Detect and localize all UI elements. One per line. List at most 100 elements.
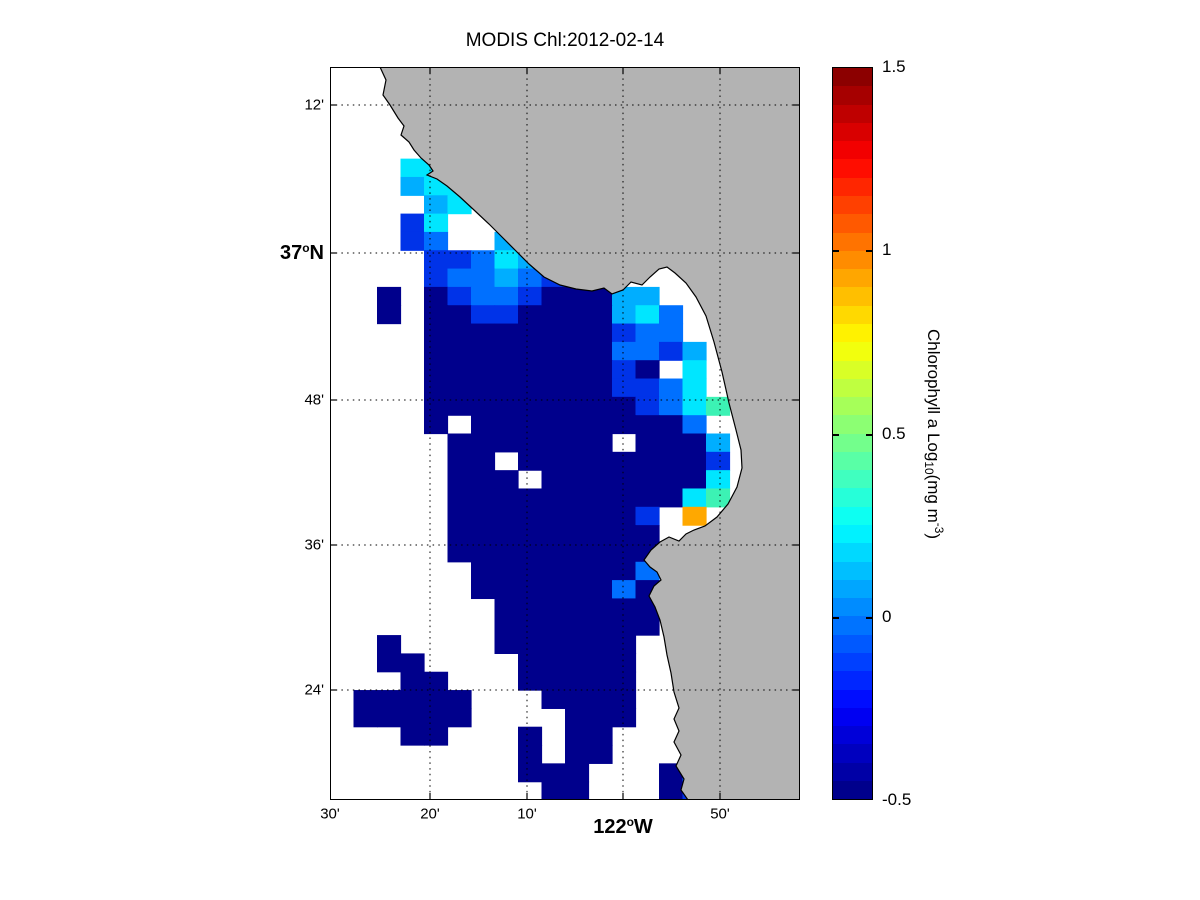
chlorophyll-cell (494, 488, 519, 508)
chlorophyll-cell (494, 250, 519, 270)
chlorophyll-cell (565, 341, 590, 361)
chlorophyll-cell (424, 231, 449, 251)
chlorophyll-cell (518, 745, 543, 764)
chlorophyll-cell (682, 433, 707, 453)
chlorophyll-cell (424, 341, 449, 361)
chlorophyll-cell (612, 378, 637, 398)
chlorophyll-cell (565, 305, 590, 325)
chlorophyll-cell (659, 781, 684, 800)
chlorophyll-cell (424, 726, 449, 746)
chlorophyll-cell (447, 378, 472, 398)
chlorophyll-cell (518, 635, 543, 654)
chlorophyll-cell (588, 745, 613, 764)
chlorophyll-cell (424, 286, 449, 306)
chlorophyll-cell (659, 323, 684, 343)
chlorophyll-cell (612, 598, 637, 618)
chlorophyll-cell (588, 451, 613, 471)
chlorophyll-cell (541, 580, 566, 600)
colorbar-band (833, 141, 872, 160)
colorbar-band (833, 561, 872, 580)
chlorophyll-cell (353, 708, 378, 728)
colorbar-band (833, 68, 872, 87)
chlorophyll-cell (565, 598, 590, 618)
colorbar-gradient (833, 68, 872, 800)
chlorophyll-cell (424, 268, 449, 288)
y-tick-label: 48' (304, 391, 324, 409)
plot-title: MODIS Chl:2012-02-14 (465, 30, 665, 51)
chlorophyll-cell (565, 433, 590, 453)
chlorophyll-cell (565, 415, 590, 435)
chlorophyll-cell (541, 286, 566, 306)
chlorophyll-cell (494, 415, 519, 435)
chlorophyll-cell (588, 598, 613, 618)
colorbar-band (833, 232, 872, 251)
chlorophyll-cell (659, 396, 684, 416)
colorbar-band (833, 671, 872, 690)
chlorophyll-cell (635, 488, 660, 508)
chlorophyll-cell (494, 378, 519, 398)
chlorophyll-cell (565, 671, 590, 691)
chlorophyll-cell (635, 323, 660, 343)
chlorophyll-cell (588, 726, 613, 746)
chlorophyll-cell (424, 305, 449, 325)
chlorophyll-cell (612, 525, 637, 545)
chlorophyll-cell (635, 360, 660, 380)
colorbar-band (833, 177, 872, 196)
colorbar-band (833, 653, 872, 672)
chlorophyll-cell (494, 506, 519, 526)
chlorophyll-cell (541, 561, 566, 581)
chlorophyll-cell (565, 635, 590, 654)
chlorophyll-cell (447, 506, 472, 526)
chlorophyll-cell (541, 470, 566, 490)
chlorophyll-cell (494, 286, 519, 306)
chlorophyll-cell (682, 341, 707, 361)
chlorophyll-cell (612, 451, 637, 471)
chlorophyll-cell (518, 415, 543, 435)
chlorophyll-cell (494, 580, 519, 600)
chlorophyll-cell (518, 323, 543, 343)
chlorophyll-cell (588, 470, 613, 490)
colorbar-band (833, 451, 872, 471)
chlorophyll-cell (447, 488, 472, 508)
chlorophyll-cell (447, 360, 472, 380)
chlorophyll-cell (471, 341, 496, 361)
chlorophyll-cell (659, 341, 684, 361)
x-tick-label: 30' (320, 805, 340, 823)
chlorophyll-cell (635, 506, 660, 526)
colorbar-band (833, 525, 872, 544)
chlorophyll-cell (447, 250, 472, 270)
chlorophyll-cell (518, 580, 543, 600)
chlorophyll-cell (494, 616, 519, 636)
chlorophyll-cell (706, 433, 731, 453)
chlorophyll-cell (682, 451, 707, 471)
chlorophyll-cell (518, 488, 543, 508)
chlorophyll-cell (659, 415, 684, 435)
chlorophyll-cell (518, 433, 543, 453)
chlorophyll-cell (424, 250, 449, 270)
chlorophyll-cell (494, 525, 519, 545)
chlorophyll-cell (565, 323, 590, 343)
chlorophyll-cell (541, 690, 566, 709)
colorbar-band (833, 634, 872, 653)
chlorophyll-cell (447, 543, 472, 563)
chlorophyll-cell (518, 396, 543, 416)
chlorophyll-cell (518, 616, 543, 636)
chlorophyll-cell (565, 690, 590, 709)
colorbar-band (833, 86, 872, 105)
chlorophyll-cell (659, 305, 684, 325)
chlorophyll-cell (541, 598, 566, 618)
colorbar-band (833, 488, 872, 507)
chlorophyll-cell (400, 726, 425, 746)
chlorophyll-cell (541, 653, 566, 673)
colorbar-tick-label: 0 (882, 606, 892, 626)
chlorophyll-cell (541, 781, 566, 800)
chlorophyll-cell (518, 598, 543, 618)
chlorophyll-cell (588, 415, 613, 435)
chlorophyll-cell (518, 671, 543, 691)
chlorophyll-cell (471, 543, 496, 563)
chlorophyll-cell (682, 488, 707, 508)
chlorophyll-cell (635, 525, 660, 545)
chlorophyll-cell (518, 341, 543, 361)
chlorophyll-cell (612, 488, 637, 508)
y-tick-label: 36' (304, 536, 324, 554)
